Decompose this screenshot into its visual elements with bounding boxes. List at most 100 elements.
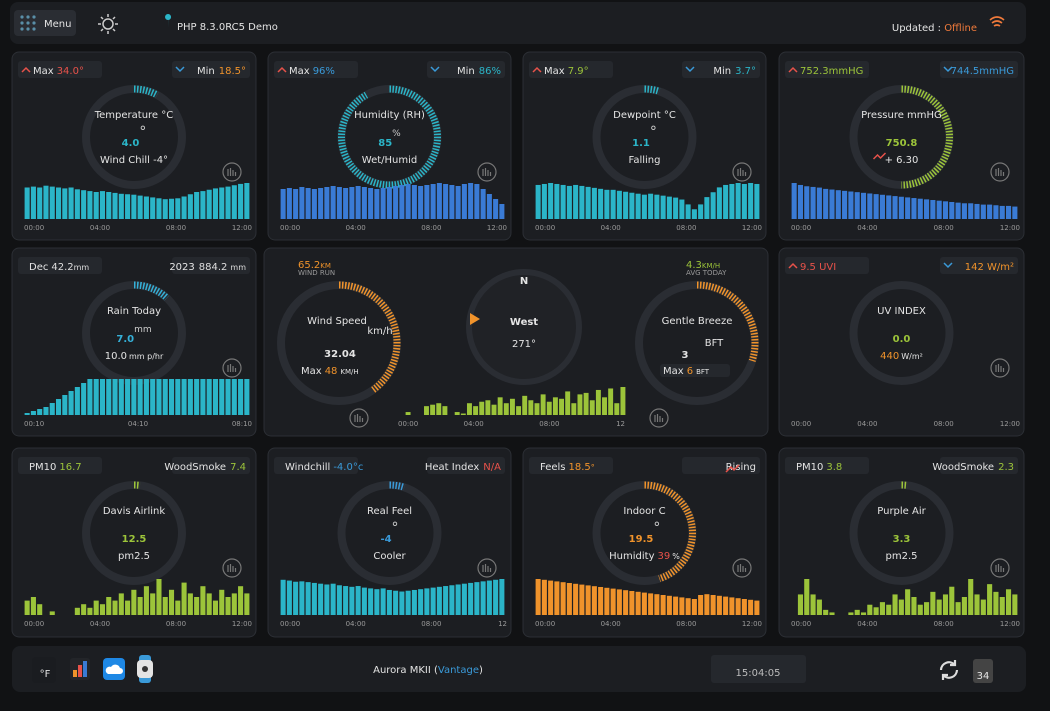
history-bar <box>343 586 349 615</box>
theme-toggle[interactable] <box>98 14 118 34</box>
badge <box>18 61 102 78</box>
history-bar <box>156 198 162 219</box>
compass-north: N <box>520 276 528 287</box>
time-label: 12:00 <box>742 620 762 628</box>
history-bar <box>616 190 622 219</box>
history-bar <box>641 194 647 219</box>
station-model: Vantage <box>438 665 479 676</box>
chart-toggle[interactable] <box>349 408 369 428</box>
history-bar <box>349 187 355 219</box>
gauge-sub-unit: mm p/hr <box>129 352 164 361</box>
history-bar <box>181 582 187 615</box>
left-stat: Windchill -4.0°c <box>285 462 363 473</box>
history-bar <box>137 379 143 415</box>
badge <box>785 61 869 78</box>
history-bar <box>125 379 131 415</box>
value: 3.3 <box>893 534 911 545</box>
watch-icon[interactable] <box>137 655 153 683</box>
gauge-arc <box>901 85 953 189</box>
run-unit: KM <box>320 262 331 270</box>
history-bar <box>660 195 666 219</box>
chart-toggle[interactable] <box>222 558 242 578</box>
history-bar <box>842 190 848 219</box>
history-bar <box>735 598 741 615</box>
history-bar <box>68 187 74 219</box>
history-bar <box>486 580 492 615</box>
time-label: 08:00 <box>934 420 954 428</box>
history-bar <box>1005 205 1012 219</box>
chart-toggle[interactable] <box>477 162 497 182</box>
history-bar <box>604 189 610 219</box>
calendar-icon[interactable] <box>973 659 993 683</box>
history-bar <box>175 600 181 615</box>
gauge-title: Real Feel <box>367 506 412 517</box>
history-bar <box>810 594 816 615</box>
card <box>778 447 1025 638</box>
history-bar <box>238 183 244 219</box>
history-bar <box>924 602 930 615</box>
history-bar <box>418 589 424 615</box>
right-stat: 744.5mmHG <box>951 66 1014 77</box>
badge <box>682 61 760 78</box>
units-toggle[interactable]: °F <box>40 669 51 680</box>
history-bar <box>554 183 560 219</box>
history-bar <box>468 183 474 219</box>
gauge-sub-unit: W/m² <box>901 352 923 361</box>
chart-toggle[interactable] <box>222 162 242 182</box>
chart-toggle[interactable] <box>222 358 242 378</box>
station: Aurora MKII (Vantage) <box>373 665 483 676</box>
right-value: 18.5° <box>219 66 246 77</box>
chart-toggle-lines <box>227 364 237 372</box>
value-unit: ° <box>392 520 399 536</box>
gauge-sub: pm2.5 <box>118 551 150 562</box>
right-value: 2.3 <box>998 462 1014 473</box>
direction: West <box>510 317 538 328</box>
units-button[interactable] <box>32 657 56 683</box>
chart-toggle[interactable] <box>477 558 497 578</box>
chart-toggle[interactable] <box>732 558 752 578</box>
history-bar <box>368 588 374 615</box>
time-label: 08:00 <box>421 620 441 628</box>
history-bar <box>949 201 955 219</box>
chart-toggle[interactable] <box>990 162 1010 182</box>
gauge-sub-line: Wind Chill -4° <box>100 155 168 166</box>
history-bar <box>181 196 187 219</box>
chart-toggle[interactable] <box>990 558 1010 578</box>
history-bar <box>509 398 515 415</box>
history-bar <box>286 188 292 219</box>
menu-label[interactable]: Menu <box>44 19 71 30</box>
history-bar <box>559 398 565 415</box>
history-bar <box>797 594 804 615</box>
up-arrow <box>277 66 287 73</box>
history-bar <box>443 184 449 219</box>
history-bar <box>380 588 386 615</box>
history-bar <box>936 599 942 615</box>
history-bar <box>244 183 250 219</box>
badge <box>785 257 869 274</box>
history-bar <box>974 203 980 219</box>
cloud-icon[interactable] <box>103 658 125 680</box>
history-bar <box>660 595 666 615</box>
history-bar <box>466 403 472 415</box>
history-bar <box>735 183 741 219</box>
history-bar <box>879 602 885 615</box>
right-stat: WoodSmoke 2.3 <box>932 462 1014 473</box>
history-bar <box>305 582 311 615</box>
chart-toggle[interactable] <box>649 408 669 428</box>
history-bar <box>892 196 898 219</box>
history-bar <box>497 397 503 415</box>
max-value: 6 <box>687 366 693 377</box>
pin-icon <box>165 14 172 28</box>
history-bar <box>917 198 923 219</box>
left-label: PM10 <box>29 462 56 473</box>
history-bar <box>503 403 509 415</box>
chart-toggle[interactable] <box>990 358 1010 378</box>
chart-icon[interactable] <box>70 658 90 680</box>
history-bar <box>74 607 80 615</box>
history-bar <box>87 191 93 219</box>
chart-toggle[interactable] <box>732 162 752 182</box>
history-bar <box>987 584 993 615</box>
left-label: Max <box>33 66 54 77</box>
history-bar <box>698 204 704 219</box>
refresh-icon[interactable] <box>939 660 959 680</box>
